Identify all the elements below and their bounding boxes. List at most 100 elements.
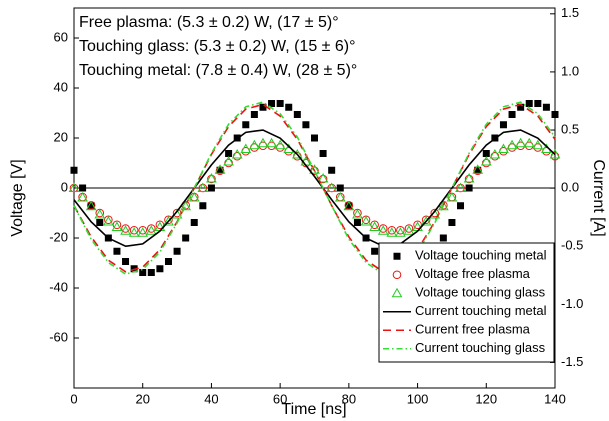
marker [232,151,242,161]
marker [268,100,276,107]
marker [377,225,389,235]
marker [285,103,293,111]
marker [225,150,233,157]
marker [121,224,130,233]
marker [403,225,415,235]
marker [378,224,388,233]
marker [138,225,148,235]
marker [391,287,403,298]
marker [517,103,525,111]
annotation: Touching metal: (7.8 ± 0.4) W, (28 ± 5)° [79,62,357,79]
marker [360,215,372,226]
y2-tick-label: 0.5 [561,121,579,136]
marker [482,150,490,157]
y2-tick-label: 1.0 [561,63,579,78]
marker [515,137,526,148]
y-tick-label: -60 [49,329,68,344]
marker [240,143,252,153]
marker [206,172,217,183]
marker [129,225,139,235]
legend-label: Current touching metal [415,303,547,318]
marker [259,103,267,111]
marker [490,151,500,161]
x-tick-label: 140 [544,391,566,406]
marker [317,172,329,183]
marker [319,150,327,157]
marker [70,166,78,174]
legend-label: Voltage free plasma [415,266,531,281]
marker [94,208,106,219]
y2-tick-label: 0.0 [561,180,579,195]
marker [68,182,80,192]
legend-label: Current touching glass [415,340,546,355]
marker [128,227,140,237]
marker [147,269,155,276]
marker [164,258,172,265]
marker [291,148,303,159]
marker [274,139,286,150]
marker [242,121,250,129]
marker [214,164,226,174]
series-line [73,101,556,275]
marker [472,164,484,174]
marker [457,202,465,210]
legend-box [378,242,555,363]
marker [532,139,544,150]
marker [393,252,401,260]
series-line [73,129,556,248]
marker [328,166,336,174]
marker [156,265,164,273]
marker [343,200,355,211]
marker [77,191,88,202]
marker [446,191,458,202]
marker [87,202,95,210]
y-tick-label: 60 [54,29,68,44]
legend-label: Voltage touching metal [415,248,547,263]
marker [464,174,474,184]
marker [465,184,473,192]
y-tick-label: 0 [61,179,68,194]
marker [207,184,215,192]
marker [506,139,518,150]
marker [188,191,200,202]
marker [371,247,379,255]
x-tick-label: 120 [475,391,497,406]
marker [404,224,414,233]
marker [326,182,338,192]
marker [336,184,344,192]
marker [309,164,320,174]
marker [386,227,398,237]
marker [302,121,310,129]
marker [387,225,397,235]
marker [120,225,131,235]
x-tick-label: 40 [204,391,218,406]
marker [437,200,449,211]
y-tick-label: 40 [54,79,68,94]
marker [215,166,225,176]
marker [448,219,456,226]
marker [525,100,533,107]
annotation: Touching glass: (5.3 ± 0.2) W, (15 ± 6)° [79,38,356,55]
marker [352,208,363,219]
marker [455,182,466,192]
marker [104,215,113,225]
marker [534,100,542,107]
marker [207,174,216,184]
marker [103,215,114,226]
marker [164,215,173,225]
marker [463,172,475,183]
series-line [73,103,556,273]
marker [266,137,277,148]
marker [551,111,559,118]
y-tick-label: 20 [54,129,68,144]
marker [481,158,491,168]
marker [508,111,516,118]
marker [345,202,353,210]
marker [396,225,405,235]
marker [353,219,361,226]
y2-tick-label: 1.5 [561,5,579,20]
marker [249,139,260,150]
x-tick-label: 20 [135,391,149,406]
marker [79,184,87,192]
marker [334,191,346,202]
